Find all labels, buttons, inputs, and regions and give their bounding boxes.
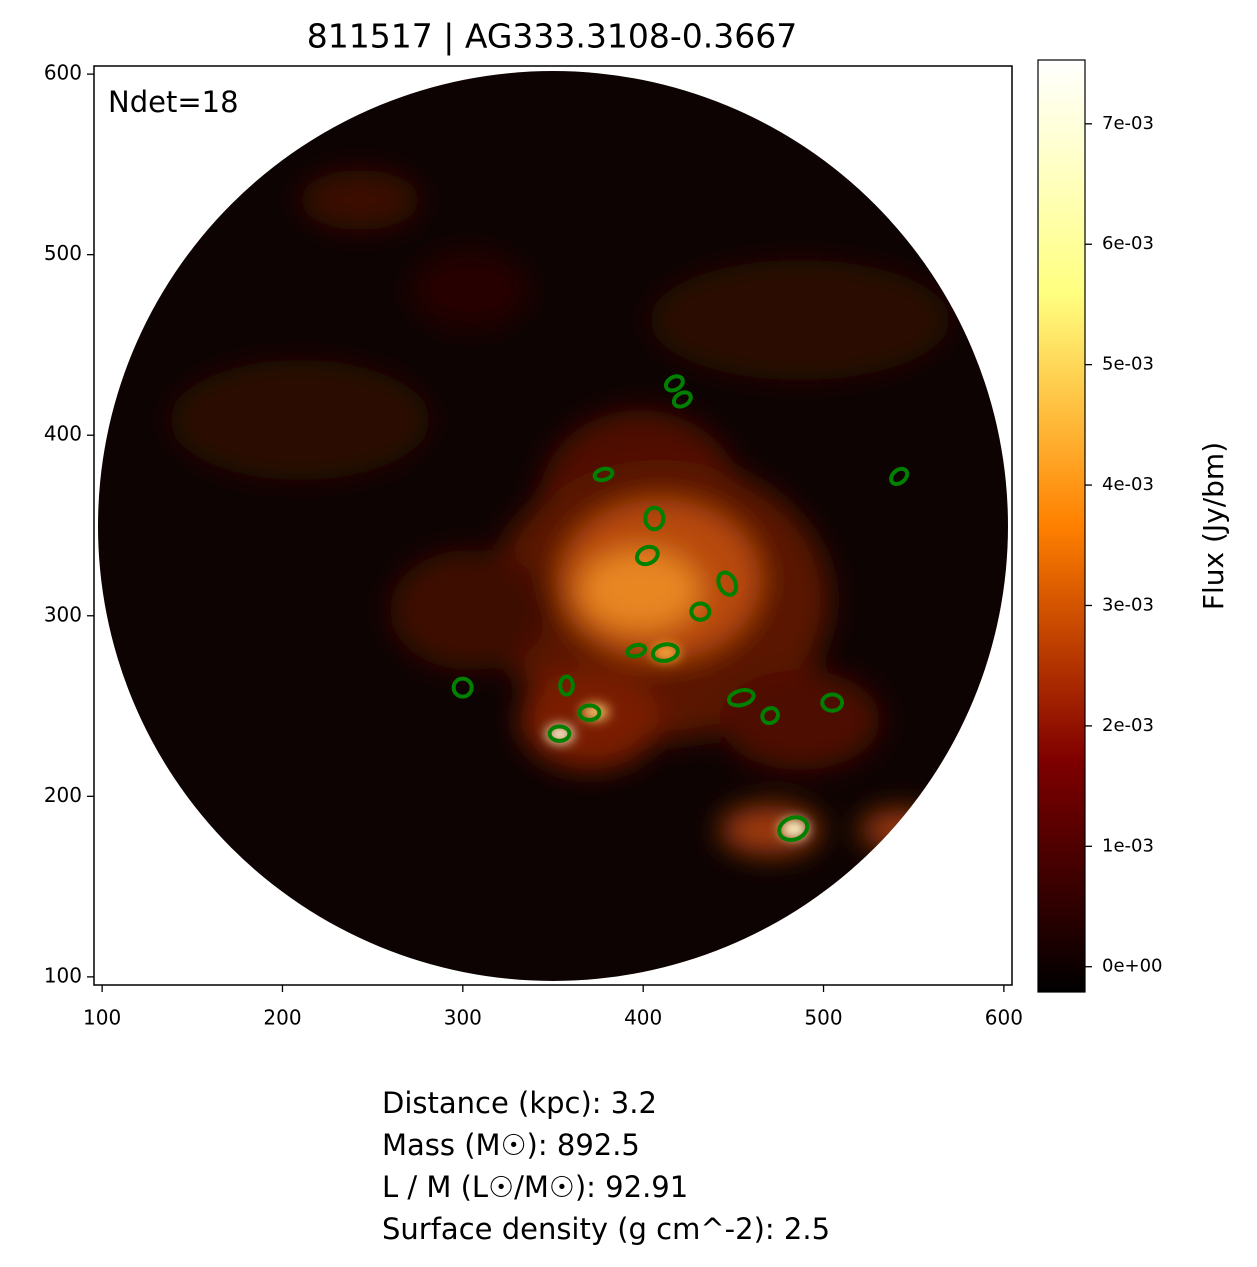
x-tick-label: 200 <box>263 1006 301 1030</box>
annotation: Ndet=18 <box>108 85 239 119</box>
colorbar-tick-label: 7e-03 <box>1102 113 1154 134</box>
info-line: Surface density (g cm^-2): 2.5 <box>382 1212 830 1246</box>
detection <box>625 642 648 659</box>
info-line: Mass (M☉): 892.5 <box>382 1128 640 1162</box>
detection <box>760 706 780 726</box>
y-tick-label: 600 <box>44 61 82 85</box>
detection <box>889 466 910 486</box>
detection <box>716 570 739 597</box>
colorbar-tick-label: 2e-03 <box>1102 715 1154 736</box>
colorbar-tick-label: 5e-03 <box>1102 354 1154 375</box>
detection <box>671 390 693 409</box>
colorbar <box>1037 59 1086 993</box>
info-line: Distance (kpc): 3.2 <box>382 1086 657 1120</box>
detection <box>726 688 756 708</box>
flux-image <box>98 71 1008 981</box>
x-tick-label: 300 <box>444 1006 482 1030</box>
x-tick-label: 400 <box>624 1006 662 1030</box>
y-tick-label: 500 <box>44 241 82 265</box>
y-tick-label: 300 <box>44 602 82 626</box>
detection <box>820 692 845 713</box>
x-tick-label: 600 <box>985 1006 1023 1030</box>
colorbar-label: Flux (Jy/bm) <box>1197 442 1230 610</box>
chart-title: 811517 | AG333.3108-0.3667 <box>307 17 797 56</box>
detection <box>558 674 575 697</box>
detection <box>577 703 602 722</box>
colorbar-tick-label: 3e-03 <box>1102 594 1154 615</box>
x-tick-label: 100 <box>83 1006 121 1030</box>
detection <box>592 466 615 483</box>
detection <box>451 676 474 699</box>
detection <box>689 601 712 622</box>
detection <box>650 642 680 663</box>
detection <box>663 374 685 393</box>
detection <box>777 815 810 842</box>
y-tick-label: 400 <box>44 422 82 446</box>
y-tick-label: 100 <box>44 963 82 987</box>
colorbar-tick-label: 4e-03 <box>1102 474 1154 495</box>
y-tick-label: 200 <box>44 783 82 807</box>
colorbar-tick-label: 0e+00 <box>1102 956 1163 977</box>
plot-frame <box>93 65 1013 986</box>
x-tick-label: 500 <box>804 1006 842 1030</box>
detection <box>643 505 666 532</box>
colorbar-tick-label: 1e-03 <box>1102 835 1154 856</box>
detection <box>634 544 660 567</box>
info-line: L / M (L☉/M☉): 92.91 <box>382 1170 688 1204</box>
colorbar-tick-label: 6e-03 <box>1102 233 1154 254</box>
detection <box>547 724 572 743</box>
